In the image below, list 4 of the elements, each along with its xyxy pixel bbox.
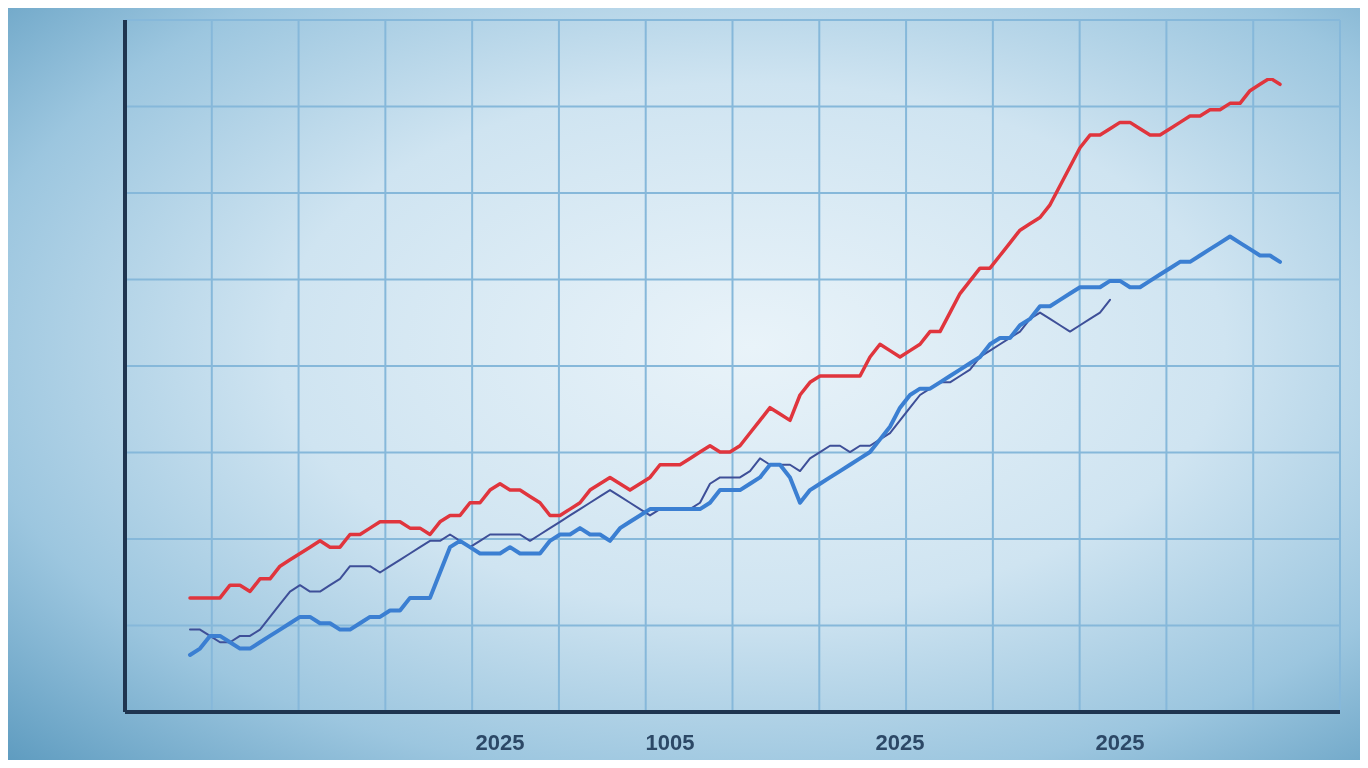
x-tick-label: 1005 [645,729,695,755]
x-tick-label: 2025 [875,729,925,755]
x-tick-label: 2025 [1095,729,1145,755]
x-tick-label: 2025 [475,729,525,755]
